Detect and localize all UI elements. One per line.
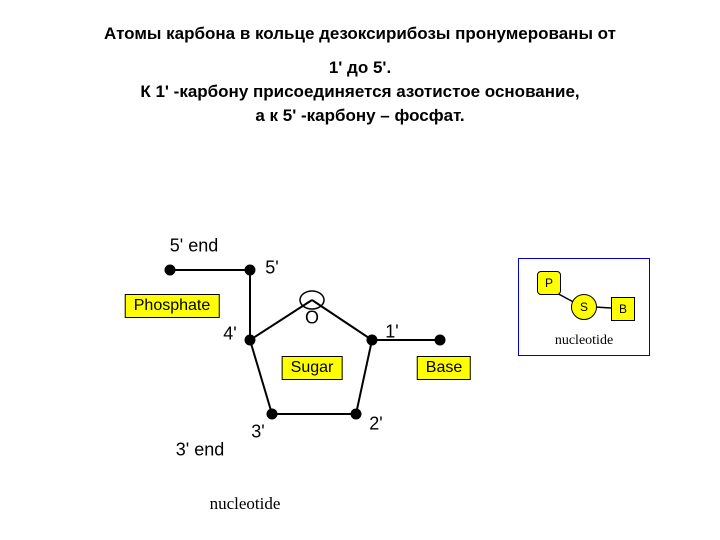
page-title: Атомы карбона в кольце дезоксирибозы про…	[0, 0, 720, 44]
nucleotide-diagram: 1'2'3'4'5' O Phosphate Sugar Base 5' end…	[130, 240, 450, 500]
atom-c4	[245, 335, 256, 346]
atom-label-c2: 2'	[369, 414, 382, 435]
three-prime-end-label: 3' end	[176, 440, 224, 461]
atom-label-c3: 3'	[251, 422, 264, 443]
subtitle-l3: а к 5' -карбону – фосфат.	[255, 106, 464, 125]
legend-phosphate-icon: P	[537, 271, 561, 295]
phosphate-label: Phosphate	[125, 294, 220, 318]
legend-base-icon: B	[611, 297, 635, 321]
subtitle-l2: К 1' -карбону присоединяется азотистое о…	[140, 82, 579, 101]
atom-c2	[351, 409, 362, 420]
atom-label-c4: 4'	[223, 324, 236, 345]
base-label: Base	[417, 356, 471, 380]
atom-c5	[245, 265, 256, 276]
atom-label-c1: 1'	[385, 322, 398, 343]
atom-label-c5: 5'	[265, 258, 278, 279]
legend-caption: nucleotide	[519, 333, 649, 349]
atom-p	[165, 265, 176, 276]
page-subtitle: 1' до 5'. К 1' -карбону присоединяется а…	[0, 44, 720, 127]
subtitle-l1: 1' до 5'.	[329, 58, 391, 77]
o-label: O	[305, 308, 319, 329]
atom-c3	[267, 409, 278, 420]
diagram-caption: nucleotide	[0, 494, 490, 514]
legend-sugar-icon: S	[571, 294, 597, 320]
atom-c1	[367, 335, 378, 346]
nucleotide-legend: P S B nucleotide	[518, 258, 650, 356]
atom-b	[435, 335, 446, 346]
five-prime-end-label: 5' end	[170, 236, 218, 257]
sugar-label: Sugar	[282, 356, 343, 380]
